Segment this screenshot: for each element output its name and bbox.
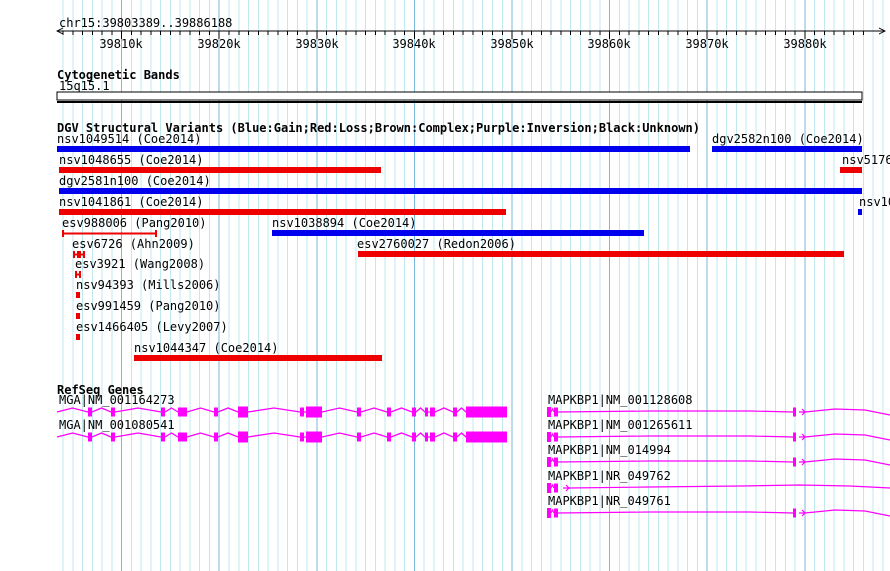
- ruler-track: chr15:39803389..39886188 39810k 39820k 398…: [55, 16, 887, 51]
- variant-label: esv1466405 (Levy2007): [76, 320, 228, 334]
- ruler-left-arrow-icon: [55, 27, 64, 35]
- ruler-tick-label: 39810k: [99, 37, 143, 51]
- variant-label: nsv1041861 (Coe2014): [59, 195, 204, 209]
- variant-label: nsv1049514 (Coe2014): [57, 132, 202, 146]
- ruler-tick-label: 39850k: [490, 37, 534, 51]
- gene-label: MAPKBP1|NM_014994: [548, 443, 671, 457]
- cytoband-band-label: 15q15.1: [59, 79, 110, 93]
- dgv-track-title: DGV Structural Variants (Blue:Gain;Red:L…: [57, 121, 700, 135]
- refseq-gene-items: MGA|NM_001164273 MGA|NM_001080541 MAPKBP1|…: [56, 393, 890, 518]
- variant-feature[interactable]: [62, 230, 157, 237]
- refseq-track-title: RefSeq Genes: [57, 383, 144, 397]
- variant-feature[interactable]: [73, 251, 85, 258]
- ruler-tick-label: 39830k: [295, 37, 339, 51]
- variant-label: esv991459 (Pang2010): [76, 299, 221, 313]
- variant-feature[interactable]: [59, 188, 862, 194]
- variant-label: esv3921 (Wang2008): [75, 257, 205, 271]
- variant-label: nsv1048655 (Coe2014): [59, 153, 204, 167]
- cytoband-band[interactable]: [56, 91, 863, 101]
- ruler-tick-label: 39860k: [587, 37, 631, 51]
- gene-model[interactable]: [547, 508, 890, 518]
- gene-model[interactable]: [56, 431, 507, 443]
- ruler-tick-label: 39880k: [783, 37, 827, 51]
- ruler-tick-label: 39820k: [197, 37, 241, 51]
- variant-feature[interactable]: [59, 209, 506, 215]
- cytogenetic-bands-track: Cytogenetic Bands 15q15.1: [56, 68, 863, 103]
- variant-label: nsv517633: [842, 153, 890, 167]
- gene-label: MGA|NM_001080541: [59, 418, 175, 432]
- variant-label: nsv1044347 (Coe2014): [134, 341, 279, 355]
- variant-feature[interactable]: [134, 355, 382, 361]
- variant-label: dgv2581n100 (Coe2014): [59, 174, 211, 188]
- ruler-tick-labels: 39810k 39820k 39830k 39840k 39850k 39860k 3987…: [99, 37, 827, 51]
- variant-label: nsv1038894 (Coe2014): [272, 216, 417, 230]
- variant-label: dgv2582n100 (Coe2014): [712, 132, 864, 146]
- ruler-axis: [55, 27, 887, 39]
- gene-model[interactable]: [547, 407, 890, 417]
- variant-feature[interactable]: [358, 251, 844, 257]
- variant-feature[interactable]: [840, 167, 862, 173]
- gene-model[interactable]: [547, 457, 890, 467]
- variant-label: esv988006 (Pang2010): [62, 216, 207, 230]
- refseq-genes-track: RefSeq Genes MGA|NM_001164273 MGA|NM_0010…: [56, 383, 890, 518]
- dgv-variant-items: nsv1049514 (Coe2014) dgv2582n100 (Coe2014…: [57, 132, 890, 361]
- cytoband-track-title: Cytogenetic Bands: [57, 68, 180, 82]
- variant-label: esv6726 (Ahn2009): [72, 237, 195, 251]
- gene-label: MGA|NM_001164273: [59, 393, 175, 407]
- gene-label: MAPKBP1|NM_001128608: [548, 393, 693, 407]
- ruler-tick-label: 39840k: [392, 37, 436, 51]
- region-coordinates: chr15:39803389..39886188: [59, 16, 232, 30]
- ruler-right-arrow-icon: [878, 27, 887, 35]
- variant-feature[interactable]: [76, 313, 80, 319]
- variant-label: nsv94393 (Mills2006): [76, 278, 221, 292]
- gene-label: MAPKBP1|NR_049762: [548, 469, 671, 483]
- variant-feature[interactable]: [712, 146, 862, 152]
- variant-feature[interactable]: [75, 271, 81, 278]
- gene-model[interactable]: [547, 483, 890, 493]
- gene-label: MAPKBP1|NM_001265611: [548, 418, 693, 432]
- variant-label: esv2760027 (Redon2006): [357, 237, 516, 251]
- gene-label: MAPKBP1|NR_049761: [548, 494, 671, 508]
- dgv-structural-variants-track: DGV Structural Variants (Blue:Gain;Red:L…: [57, 121, 890, 361]
- variant-feature[interactable]: [76, 292, 80, 298]
- variant-feature[interactable]: [57, 146, 690, 152]
- variant-feature[interactable]: [858, 209, 862, 215]
- variant-label: nsv10: [859, 195, 890, 209]
- gene-model[interactable]: [547, 432, 890, 442]
- variant-feature[interactable]: [76, 334, 80, 340]
- cytoband-baseline: [57, 101, 862, 103]
- variant-feature[interactable]: [59, 167, 381, 173]
- ruler-tick-label: 39870k: [685, 37, 729, 51]
- gene-model[interactable]: [56, 406, 507, 418]
- variant-feature[interactable]: [272, 230, 644, 236]
